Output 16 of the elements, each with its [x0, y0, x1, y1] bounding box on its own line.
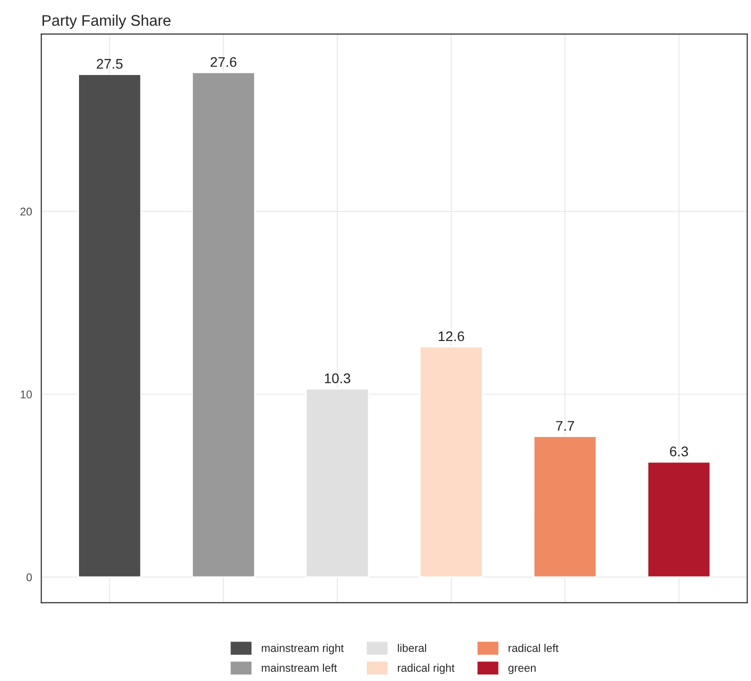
legend-label: mainstream right — [262, 644, 344, 654]
data-label: 12.6 — [438, 331, 464, 342]
legend-label: green — [508, 666, 536, 674]
chart-title: Party Family Share — [42, 14, 171, 29]
legend-label: radical left — [508, 644, 558, 652]
legend-label: mainstream left — [262, 664, 337, 672]
legend-label: liberal — [398, 644, 426, 652]
y-tick-label: 10 — [20, 390, 32, 398]
y-tick-label: 0 — [26, 573, 32, 582]
data-label: 10.3 — [324, 373, 350, 384]
y-tick-label: 20 — [20, 208, 32, 216]
data-label: 7.7 — [556, 421, 574, 431]
legend-label: radical right — [398, 664, 455, 674]
data-label: 27.6 — [210, 57, 236, 67]
data-label: 27.5 — [96, 58, 123, 69]
data-label: 6.3 — [670, 446, 688, 456]
